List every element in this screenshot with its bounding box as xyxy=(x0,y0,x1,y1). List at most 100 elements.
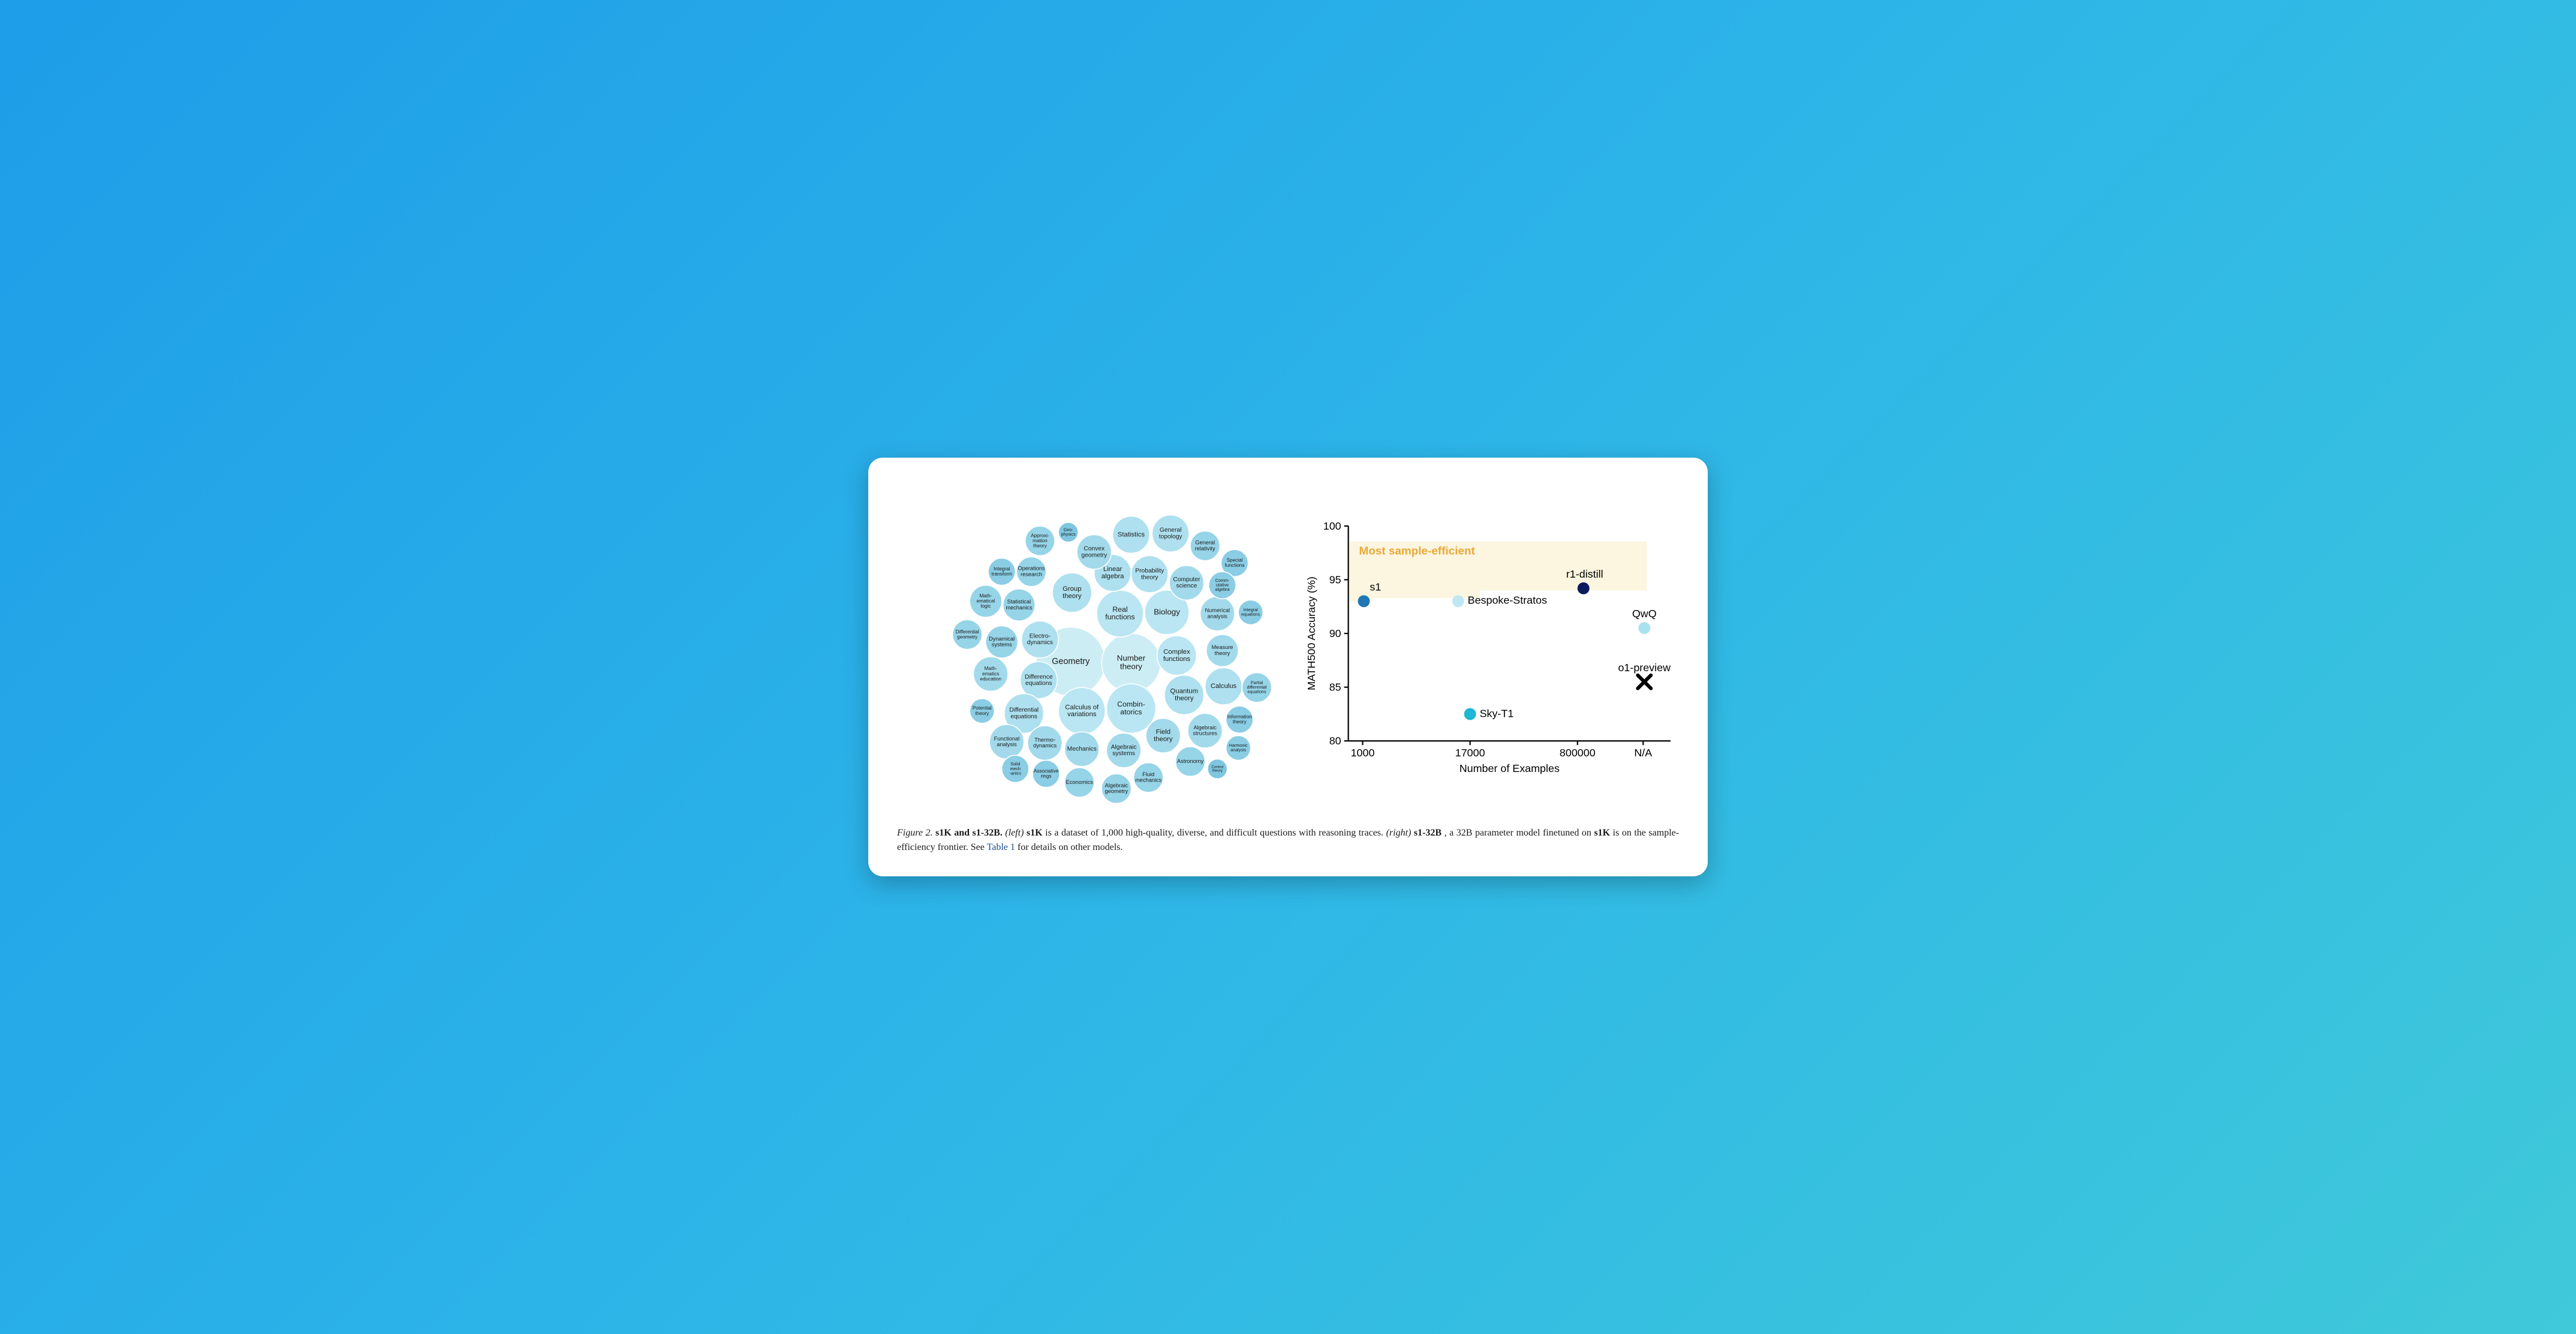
x-tick-label: 1000 xyxy=(1351,747,1375,759)
bubble-label: education xyxy=(980,676,1001,681)
bubble-label: algebra xyxy=(1215,587,1229,592)
bubble-label: mechanics xyxy=(1135,777,1162,783)
bubble-node: Electro-dynamics xyxy=(1022,621,1059,658)
scatter-point-label: r1-distill xyxy=(1566,568,1603,580)
efficient-region-label: Most sample-efficient xyxy=(1359,545,1476,558)
caption-right-text-1: , a 32B parameter model finetuned on xyxy=(1445,828,1594,838)
bubble-label: geometry xyxy=(1081,552,1108,558)
bubble-label: Statistics xyxy=(1118,531,1145,538)
caption-right-bold-2: s1K xyxy=(1594,828,1610,838)
bubble-label: dynamics xyxy=(1027,639,1053,646)
bubble-node: Statisticalmechanics xyxy=(1003,588,1035,620)
scatter-point-label: o1-preview xyxy=(1618,662,1671,674)
bubble-node: Generaltopology xyxy=(1152,515,1189,552)
bubble-node: Fluidmechanics xyxy=(1134,762,1163,792)
bubble-node: Generalrelativity xyxy=(1190,531,1220,560)
caption-right-tag: (right) xyxy=(1386,828,1412,838)
bubble-label: Probability xyxy=(1135,567,1164,574)
bubble-node: Differenceequations xyxy=(1020,662,1057,699)
bubble-label: Differential xyxy=(1009,707,1039,713)
scatter-point: Sky-T1 xyxy=(1464,707,1514,720)
bubble-label: Group xyxy=(1063,585,1081,593)
x-tick-label: N/A xyxy=(1634,747,1652,759)
bubble-label: analysis xyxy=(1208,613,1228,619)
bubble-node: Fieldtheory xyxy=(1146,718,1181,753)
caption-left-tag: (left) xyxy=(1005,828,1024,838)
bubble-label: theory xyxy=(1154,735,1173,743)
bubble-node: Operationsresearch xyxy=(1016,557,1046,586)
bubble-label: functions xyxy=(1225,563,1245,568)
bubble-label: dynamics xyxy=(1033,743,1057,749)
bubble-label: theory xyxy=(1212,768,1223,773)
figure-row: GeometryNumbertheoryRealfunctionsBiology… xyxy=(897,479,1679,812)
bubble-node: Economics xyxy=(1064,767,1094,797)
caption-table-link[interactable]: Table 1 xyxy=(987,842,1015,852)
x-tick-label: 17000 xyxy=(1455,747,1485,759)
bubble-node: Potentialtheory xyxy=(970,698,994,723)
bubble-label: Calculus of xyxy=(1065,704,1099,711)
bubble-node: Thermo-dynamics xyxy=(1028,726,1063,761)
bubble-node: Solidmech-anics xyxy=(1002,755,1029,782)
bubble-label: functions xyxy=(1163,655,1191,662)
bubble-node: Computerscience xyxy=(1169,565,1204,600)
bubble-node: Differentialgeometry xyxy=(952,620,982,649)
bubble-chart-svg: GeometryNumbertheoryRealfunctionsBiology… xyxy=(897,479,1279,812)
bubble-label: theory xyxy=(1141,574,1158,581)
bubble-label: physics xyxy=(1061,531,1076,537)
y-tick-label: 95 xyxy=(1329,573,1341,585)
bubble-node: Informationtheory xyxy=(1226,706,1253,733)
bubble-node: Harmonicanalysis xyxy=(1226,735,1251,760)
bubble-label: Electro- xyxy=(1030,633,1051,639)
bubble-label: General xyxy=(1195,539,1215,545)
bubble-label: Quantum xyxy=(1170,687,1198,695)
bubble-label: topology xyxy=(1159,533,1183,540)
scatter-point-label: Sky-T1 xyxy=(1480,707,1514,719)
caption-right-text-3: for details on other models. xyxy=(1018,842,1123,852)
scatter-point-label: s1 xyxy=(1370,581,1381,593)
bubble-label: Biology xyxy=(1154,607,1180,616)
bubble-label: atorics xyxy=(1120,708,1142,716)
bubble-label: algebra xyxy=(1102,573,1124,580)
bubble-node: Convexgeometry xyxy=(1077,534,1112,569)
bubble-label: theory xyxy=(1063,593,1082,600)
bubble-label: Statistical xyxy=(1007,599,1031,605)
scatter-point: o1-preview xyxy=(1618,662,1671,689)
caption-left-bold: s1K xyxy=(1027,828,1043,838)
bubble-node: Dynamicalsystems xyxy=(986,626,1018,657)
bubble-label: research xyxy=(1021,571,1042,577)
bubble-label: logic xyxy=(981,603,991,609)
bubble-label: Geometry xyxy=(1052,657,1090,666)
bubble-label: Algebraic xyxy=(1193,724,1217,730)
figure-caption: Figure 2. s1K and s1-32B. (left) s1K is … xyxy=(897,826,1679,855)
bubble-node: Algebraicsystems xyxy=(1106,733,1141,768)
bubble-label: equations xyxy=(1010,713,1037,720)
bubble-label: theory xyxy=(975,710,989,716)
caption-left-text: is a dataset of 1,000 high-quality, dive… xyxy=(1045,828,1386,838)
bubble-label: Thermo- xyxy=(1034,737,1055,743)
bubble-label: Measure xyxy=(1212,644,1233,650)
bubble-label: Field xyxy=(1156,728,1171,735)
bubble-label: Operations xyxy=(1018,565,1045,571)
bubble-label: Algebraic xyxy=(1111,744,1137,750)
bubble-node: Quantumtheory xyxy=(1164,675,1204,714)
bubble-label: Algebraic xyxy=(1105,782,1128,788)
bubble-node: Numericalanalysis xyxy=(1200,596,1235,631)
bubble-label: -anics xyxy=(1010,770,1022,776)
bubble-label: mechanics xyxy=(1006,604,1033,610)
bubble-node: Realfunctions xyxy=(1097,590,1143,637)
x-tick-label: 800000 xyxy=(1560,747,1596,759)
bubble-label: Linear xyxy=(1103,566,1123,573)
bubble-label: Numerical xyxy=(1205,607,1230,613)
bubble-label: structures xyxy=(1193,730,1217,736)
scatter-chart-panel: Most sample-efficient80859095100MATH500 … xyxy=(1297,514,1679,777)
y-tick-label: 90 xyxy=(1329,627,1341,639)
bubble-node: Functionalanalysis xyxy=(989,724,1024,759)
y-tick-label: 80 xyxy=(1329,735,1341,747)
bubble-label: Difference xyxy=(1025,674,1053,680)
bubble-label: Economics xyxy=(1066,779,1094,785)
bubble-label: theory xyxy=(1175,695,1194,702)
bubble-node: Math-ematicseducation xyxy=(973,656,1008,691)
bubble-label: theory xyxy=(1120,662,1142,671)
bubble-node: Integralequations xyxy=(1238,600,1263,624)
bubble-node: Algebraicgeometry xyxy=(1102,774,1131,803)
